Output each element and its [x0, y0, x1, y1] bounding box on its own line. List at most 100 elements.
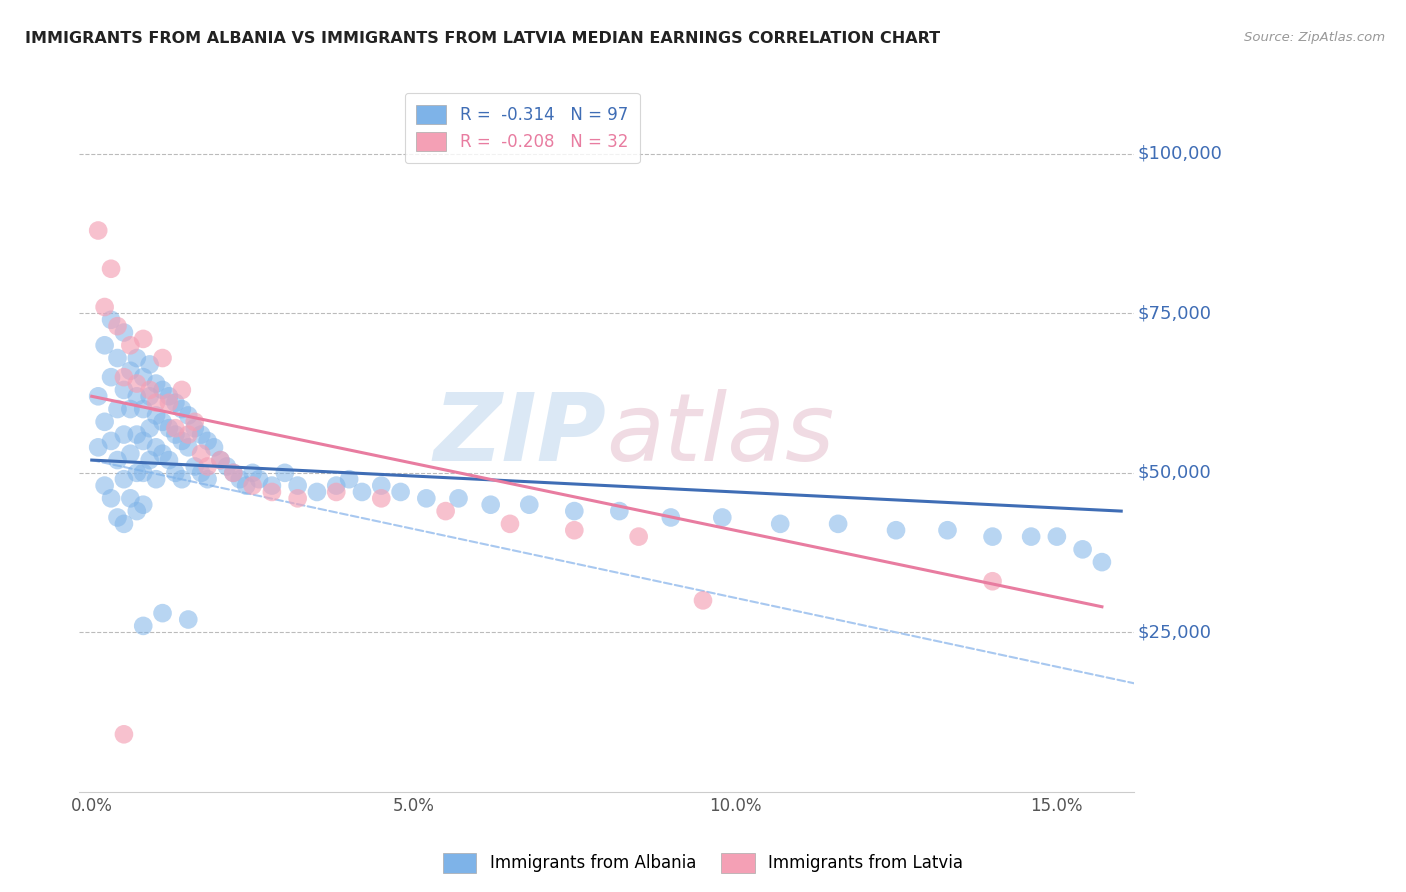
Legend: R =  -0.314   N = 97, R =  -0.208   N = 32: R = -0.314 N = 97, R = -0.208 N = 32 [405, 93, 640, 163]
Point [215, 459, 238, 474]
Point [132, 466, 155, 480]
Point [107, 319, 129, 334]
Point [138, 421, 160, 435]
Point [165, 466, 187, 480]
Point [93, 415, 115, 429]
Point [132, 332, 155, 346]
Point [247, 472, 270, 486]
Point [274, 466, 297, 480]
Point [711, 510, 734, 524]
Point [112, 727, 135, 741]
Point [100, 434, 122, 448]
Point [170, 383, 193, 397]
Point [165, 395, 187, 409]
Point [627, 530, 650, 544]
Point [93, 300, 115, 314]
Point [177, 613, 200, 627]
Point [93, 338, 115, 352]
Point [562, 523, 585, 537]
Point [125, 504, 148, 518]
Point [165, 427, 187, 442]
Point [562, 504, 585, 518]
Point [152, 383, 174, 397]
Point [190, 447, 212, 461]
Point [100, 491, 122, 506]
Point [157, 395, 180, 409]
Point [170, 402, 193, 417]
Point [100, 261, 122, 276]
Point [145, 472, 167, 486]
Point [138, 358, 160, 372]
Point [112, 516, 135, 531]
Text: $25,000: $25,000 [1137, 624, 1212, 641]
Point [229, 472, 252, 486]
Point [87, 440, 110, 454]
Point [132, 498, 155, 512]
Point [183, 459, 205, 474]
Point [197, 472, 219, 486]
Point [145, 440, 167, 454]
Point [479, 498, 502, 512]
Point [100, 312, 122, 326]
Point [107, 510, 129, 524]
Point [197, 459, 219, 474]
Point [1019, 530, 1042, 544]
Point [157, 453, 180, 467]
Point [125, 351, 148, 365]
Point [145, 409, 167, 423]
Point [125, 427, 148, 442]
Point [389, 485, 412, 500]
Point [112, 326, 135, 340]
Point [152, 447, 174, 461]
Point [125, 376, 148, 391]
Point [415, 491, 437, 506]
Point [183, 415, 205, 429]
Point [112, 370, 135, 384]
Text: $50,000: $50,000 [1137, 464, 1211, 482]
Point [138, 389, 160, 403]
Point [981, 530, 1004, 544]
Point [152, 415, 174, 429]
Point [145, 376, 167, 391]
Point [120, 338, 142, 352]
Point [350, 485, 373, 500]
Point [107, 351, 129, 365]
Point [337, 472, 360, 486]
Point [107, 453, 129, 467]
Point [692, 593, 714, 607]
Point [112, 427, 135, 442]
Point [120, 364, 142, 378]
Text: $100,000: $100,000 [1137, 145, 1222, 163]
Point [235, 478, 257, 492]
Point [132, 434, 155, 448]
Point [120, 447, 142, 461]
Point [325, 485, 347, 500]
Point [177, 440, 200, 454]
Point [370, 491, 392, 506]
Legend: Immigrants from Albania, Immigrants from Latvia: Immigrants from Albania, Immigrants from… [436, 847, 970, 880]
Point [287, 491, 309, 506]
Point [183, 421, 205, 435]
Point [100, 370, 122, 384]
Point [517, 498, 540, 512]
Point [112, 383, 135, 397]
Point [659, 510, 682, 524]
Point [1071, 542, 1094, 557]
Point [209, 453, 232, 467]
Point [157, 421, 180, 435]
Point [87, 389, 110, 403]
Point [170, 434, 193, 448]
Point [93, 478, 115, 492]
Point [177, 409, 200, 423]
Point [260, 478, 283, 492]
Point [152, 351, 174, 365]
Point [884, 523, 907, 537]
Text: IMMIGRANTS FROM ALBANIA VS IMMIGRANTS FROM LATVIA MEDIAN EARNINGS CORRELATION CH: IMMIGRANTS FROM ALBANIA VS IMMIGRANTS FR… [25, 31, 941, 46]
Text: $75,000: $75,000 [1137, 304, 1212, 322]
Point [152, 606, 174, 620]
Point [242, 466, 264, 480]
Point [87, 223, 110, 237]
Point [434, 504, 457, 518]
Point [112, 472, 135, 486]
Point [138, 453, 160, 467]
